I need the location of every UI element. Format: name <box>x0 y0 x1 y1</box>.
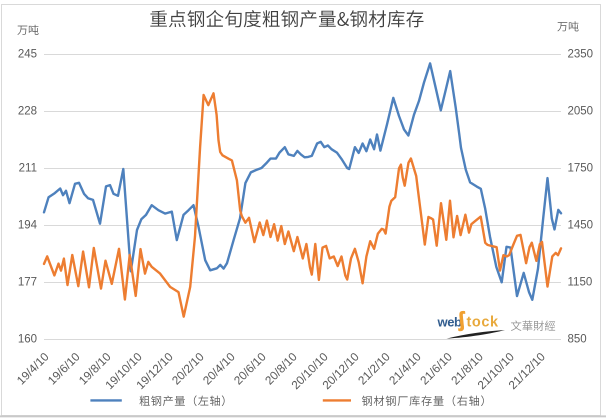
svg-text:211: 211 <box>19 163 37 175</box>
svg-text:web: web <box>437 315 463 330</box>
svg-text:1750: 1750 <box>568 163 594 175</box>
svg-text:2050: 2050 <box>568 106 594 118</box>
svg-text:1150: 1150 <box>568 277 593 289</box>
svg-text:850: 850 <box>568 334 587 346</box>
svg-text:245: 245 <box>18 49 37 61</box>
svg-text:1450: 1450 <box>568 220 594 232</box>
svg-text:160: 160 <box>18 334 37 346</box>
svg-text:228: 228 <box>18 106 37 118</box>
svg-text:194: 194 <box>18 220 38 232</box>
svg-text:2350: 2350 <box>568 49 594 61</box>
svg-text:177: 177 <box>18 277 37 289</box>
svg-text:tock: tock <box>467 315 500 331</box>
